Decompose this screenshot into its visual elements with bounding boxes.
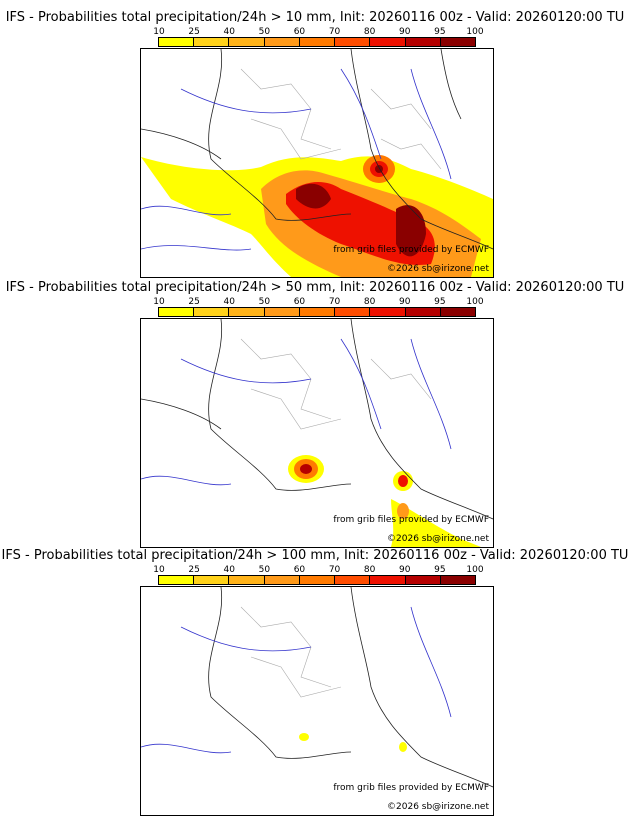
colorbar-swatch bbox=[299, 38, 336, 46]
colorbar-swatch bbox=[335, 308, 371, 316]
colorbar-tick-label: 90 bbox=[399, 565, 411, 575]
colorbar: 10 25 40 50 60 70 80 90 95 100 bbox=[153, 27, 484, 47]
colorbar-swatches bbox=[158, 575, 476, 585]
colorbar-tick-label: 40 bbox=[223, 297, 235, 307]
colorbar-swatch bbox=[405, 38, 441, 46]
probability-map: from grib files provided by ECMWF ©2026 … bbox=[140, 48, 494, 278]
colorbar-swatch bbox=[229, 576, 265, 584]
colorbar-swatch bbox=[299, 308, 336, 316]
colorbar-tick-label: 100 bbox=[466, 27, 484, 37]
colorbar-tick-label: 40 bbox=[223, 565, 235, 575]
colorbar-swatch bbox=[194, 38, 230, 46]
colorbar-swatch bbox=[159, 576, 195, 584]
colorbar-swatch bbox=[440, 576, 475, 584]
colorbar-swatch bbox=[440, 308, 475, 316]
colorbar: 10 25 40 50 60 70 80 90 95 100 bbox=[153, 297, 484, 317]
colorbar-swatch bbox=[194, 308, 230, 316]
country-borders bbox=[141, 49, 493, 250]
precip-shading bbox=[299, 733, 407, 752]
colorbar-tick-label: 60 bbox=[293, 297, 306, 307]
map-panel-100mm: IFS - Probabilities total precipitation/… bbox=[0, 548, 630, 818]
colorbar-tick-label: 70 bbox=[328, 27, 341, 37]
colorbar-tick-label: 60 bbox=[293, 27, 306, 37]
admin-borders bbox=[240, 68, 442, 170]
colorbar-swatch bbox=[370, 308, 406, 316]
rivers bbox=[141, 338, 452, 486]
panel-title: IFS - Probabilities total precipitation/… bbox=[5, 280, 625, 295]
colorbar-swatches bbox=[158, 307, 476, 317]
colorbar-swatch bbox=[194, 576, 230, 584]
colorbar-tick-label: 95 bbox=[434, 297, 446, 307]
colorbar-tick-label: 70 bbox=[328, 565, 341, 575]
colorbar-swatch bbox=[159, 308, 195, 316]
colorbar-tick-label: 10 bbox=[153, 565, 165, 575]
rivers bbox=[141, 68, 452, 251]
source-credit: from grib files provided by ECMWF bbox=[333, 783, 489, 793]
rivers bbox=[141, 606, 452, 754]
colorbar-swatch bbox=[405, 576, 441, 584]
colorbar-tick-labels: 10 25 40 50 60 70 80 90 95 100 bbox=[153, 297, 483, 307]
colorbar: 10 25 40 50 60 70 80 90 95 100 bbox=[153, 565, 484, 585]
colorbar-swatches bbox=[158, 37, 476, 47]
map-canvas bbox=[141, 319, 493, 547]
colorbar-tick-label: 50 bbox=[258, 565, 271, 575]
colorbar-swatch bbox=[159, 38, 195, 46]
colorbar-tick-label: 40 bbox=[223, 27, 235, 37]
source-credit: from grib files provided by ECMWF bbox=[333, 245, 489, 255]
colorbar-swatch bbox=[405, 308, 441, 316]
copyright-credit: ©2026 sb@irizone.net bbox=[387, 802, 489, 812]
colorbar-tick-label: 10 bbox=[153, 297, 165, 307]
colorbar-swatch bbox=[264, 308, 300, 316]
colorbar-swatch bbox=[370, 38, 406, 46]
colorbar-swatch bbox=[299, 576, 336, 584]
colorbar-tick-label: 70 bbox=[328, 297, 341, 307]
precip-shading bbox=[288, 455, 481, 547]
colorbar-swatch bbox=[264, 576, 300, 584]
colorbar-tick-label: 25 bbox=[188, 297, 200, 307]
colorbar-tick-label: 10 bbox=[153, 27, 165, 37]
map-canvas bbox=[141, 587, 493, 788]
colorbar-swatch bbox=[229, 38, 265, 46]
colorbar-tick-label: 80 bbox=[363, 565, 376, 575]
colorbar-tick-label: 50 bbox=[258, 297, 271, 307]
colorbar-tick-label: 90 bbox=[399, 27, 411, 37]
admin-borders bbox=[240, 338, 432, 430]
panel-title: IFS - Probabilities total precipitation/… bbox=[1, 548, 629, 563]
map-panel-10mm: IFS - Probabilities total precipitation/… bbox=[0, 10, 630, 280]
map-panel-50mm: IFS - Probabilities total precipitation/… bbox=[0, 280, 630, 550]
panel-title: IFS - Probabilities total precipitation/… bbox=[5, 10, 625, 25]
colorbar-tick-label: 60 bbox=[293, 565, 306, 575]
colorbar-swatch bbox=[264, 38, 300, 46]
colorbar-tick-label: 25 bbox=[188, 565, 200, 575]
copyright-credit: ©2026 sb@irizone.net bbox=[387, 264, 489, 274]
admin-borders bbox=[240, 606, 342, 698]
colorbar-tick-label: 95 bbox=[434, 27, 446, 37]
probability-map: from grib files provided by ECMWF ©2026 … bbox=[140, 318, 494, 548]
country-borders bbox=[141, 319, 493, 520]
colorbar-tick-label: 80 bbox=[363, 27, 376, 37]
colorbar-tick-label: 80 bbox=[363, 297, 376, 307]
map-canvas bbox=[141, 49, 493, 277]
precip-shading bbox=[141, 155, 493, 277]
colorbar-swatch bbox=[370, 576, 406, 584]
colorbar-tick-labels: 10 25 40 50 60 70 80 90 95 100 bbox=[153, 565, 483, 575]
colorbar-tick-label: 100 bbox=[466, 565, 484, 575]
colorbar-tick-label: 90 bbox=[399, 297, 411, 307]
colorbar-tick-labels: 10 25 40 50 60 70 80 90 95 100 bbox=[153, 27, 483, 37]
copyright-credit: ©2026 sb@irizone.net bbox=[387, 534, 489, 544]
colorbar-swatch bbox=[335, 38, 371, 46]
country-borders bbox=[208, 587, 493, 788]
colorbar-swatch bbox=[440, 38, 475, 46]
colorbar-tick-label: 95 bbox=[434, 565, 446, 575]
colorbar-tick-label: 100 bbox=[466, 297, 484, 307]
colorbar-swatch bbox=[335, 576, 371, 584]
colorbar-tick-label: 50 bbox=[258, 27, 271, 37]
colorbar-swatch bbox=[229, 308, 265, 316]
source-credit: from grib files provided by ECMWF bbox=[333, 515, 489, 525]
probability-map: from grib files provided by ECMWF ©2026 … bbox=[140, 586, 494, 816]
colorbar-tick-label: 25 bbox=[188, 27, 200, 37]
